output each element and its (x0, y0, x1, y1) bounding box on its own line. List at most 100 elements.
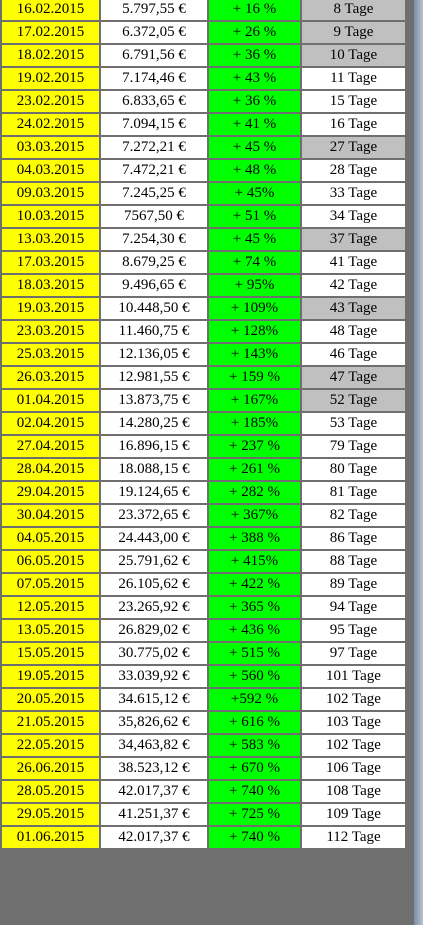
days-cell[interactable]: 95 Tage (302, 620, 405, 641)
days-cell[interactable]: 86 Tage (302, 528, 405, 549)
value-cell[interactable]: 34,463,82 € (101, 735, 207, 756)
value-cell[interactable]: 5.797,55 € (101, 0, 207, 20)
days-cell[interactable]: 81 Tage (302, 482, 405, 503)
value-cell[interactable]: 7.472,21 € (101, 160, 207, 181)
value-cell[interactable]: 42.017,37 € (101, 781, 207, 802)
value-cell[interactable]: 6.833,65 € (101, 91, 207, 112)
change-cell[interactable]: + 237 % (209, 436, 300, 457)
value-cell[interactable]: 18.088,15 € (101, 459, 207, 480)
value-cell[interactable]: 41.251,37 € (101, 804, 207, 825)
change-cell[interactable]: + 282 % (209, 482, 300, 503)
days-cell[interactable]: 79 Tage (302, 436, 405, 457)
change-cell[interactable]: + 365 % (209, 597, 300, 618)
change-cell[interactable]: + 422 % (209, 574, 300, 595)
value-cell[interactable]: 10.448,50 € (101, 298, 207, 319)
days-cell[interactable]: 109 Tage (302, 804, 405, 825)
value-cell[interactable]: 25.791,62 € (101, 551, 207, 572)
value-cell[interactable]: 7.245,25 € (101, 183, 207, 204)
days-cell[interactable]: 101 Tage (302, 666, 405, 687)
date-cell[interactable]: 22.05.2015 (2, 735, 99, 756)
date-cell[interactable]: 16.02.2015 (2, 0, 99, 20)
value-cell[interactable]: 7.094,15 € (101, 114, 207, 135)
date-cell[interactable]: 09.03.2015 (2, 183, 99, 204)
value-cell[interactable]: 12.136,05 € (101, 344, 207, 365)
value-cell[interactable]: 7.272,21 € (101, 137, 207, 158)
days-cell[interactable]: 11 Tage (302, 68, 405, 89)
value-cell[interactable]: 26.105,62 € (101, 574, 207, 595)
date-cell[interactable]: 20.05.2015 (2, 689, 99, 710)
value-cell[interactable]: 6.791,56 € (101, 45, 207, 66)
date-cell[interactable]: 10.03.2015 (2, 206, 99, 227)
value-cell[interactable]: 34.615,12 € (101, 689, 207, 710)
date-cell[interactable]: 24.02.2015 (2, 114, 99, 135)
days-cell[interactable]: 27 Tage (302, 137, 405, 158)
days-cell[interactable]: 52 Tage (302, 390, 405, 411)
date-cell[interactable]: 26.03.2015 (2, 367, 99, 388)
days-cell[interactable]: 9 Tage (302, 22, 405, 43)
value-cell[interactable]: 11.460,75 € (101, 321, 207, 342)
change-cell[interactable]: + 616 % (209, 712, 300, 733)
days-cell[interactable]: 106 Tage (302, 758, 405, 779)
value-cell[interactable]: 13.873,75 € (101, 390, 207, 411)
days-cell[interactable]: 112 Tage (302, 827, 405, 848)
change-cell[interactable]: + 109% (209, 298, 300, 319)
change-cell[interactable]: + 45% (209, 183, 300, 204)
date-cell[interactable]: 21.05.2015 (2, 712, 99, 733)
change-cell[interactable]: + 36 % (209, 91, 300, 112)
value-cell[interactable]: 24.443,00 € (101, 528, 207, 549)
change-cell[interactable]: + 128% (209, 321, 300, 342)
value-cell[interactable]: 7.174,46 € (101, 68, 207, 89)
change-cell[interactable]: +592 % (209, 689, 300, 710)
change-cell[interactable]: + 560 % (209, 666, 300, 687)
change-cell[interactable]: + 367% (209, 505, 300, 526)
days-cell[interactable]: 48 Tage (302, 321, 405, 342)
days-cell[interactable]: 103 Tage (302, 712, 405, 733)
date-cell[interactable]: 13.05.2015 (2, 620, 99, 641)
days-cell[interactable]: 108 Tage (302, 781, 405, 802)
value-cell[interactable]: 23.265,92 € (101, 597, 207, 618)
value-cell[interactable]: 42.017,37 € (101, 827, 207, 848)
days-cell[interactable]: 8 Tage (302, 0, 405, 20)
days-cell[interactable]: 46 Tage (302, 344, 405, 365)
value-cell[interactable]: 38.523,12 € (101, 758, 207, 779)
change-cell[interactable]: + 43 % (209, 68, 300, 89)
date-cell[interactable]: 07.05.2015 (2, 574, 99, 595)
value-cell[interactable]: 12.981,55 € (101, 367, 207, 388)
change-cell[interactable]: + 41 % (209, 114, 300, 135)
days-cell[interactable]: 82 Tage (302, 505, 405, 526)
days-cell[interactable]: 80 Tage (302, 459, 405, 480)
change-cell[interactable]: + 26 % (209, 22, 300, 43)
days-cell[interactable]: 53 Tage (302, 413, 405, 434)
days-cell[interactable]: 47 Tage (302, 367, 405, 388)
date-cell[interactable]: 28.05.2015 (2, 781, 99, 802)
date-cell[interactable]: 03.03.2015 (2, 137, 99, 158)
date-cell[interactable]: 27.04.2015 (2, 436, 99, 457)
days-cell[interactable]: 88 Tage (302, 551, 405, 572)
date-cell[interactable]: 12.05.2015 (2, 597, 99, 618)
change-cell[interactable]: + 725 % (209, 804, 300, 825)
value-cell[interactable]: 30.775,02 € (101, 643, 207, 664)
date-cell[interactable]: 25.03.2015 (2, 344, 99, 365)
change-cell[interactable]: + 261 % (209, 459, 300, 480)
change-cell[interactable]: + 74 % (209, 252, 300, 273)
days-cell[interactable]: 10 Tage (302, 45, 405, 66)
days-cell[interactable]: 28 Tage (302, 160, 405, 181)
date-cell[interactable]: 17.03.2015 (2, 252, 99, 273)
days-cell[interactable]: 94 Tage (302, 597, 405, 618)
days-cell[interactable]: 89 Tage (302, 574, 405, 595)
change-cell[interactable]: + 740 % (209, 827, 300, 848)
days-cell[interactable]: 97 Tage (302, 643, 405, 664)
date-cell[interactable]: 01.06.2015 (2, 827, 99, 848)
date-cell[interactable]: 04.03.2015 (2, 160, 99, 181)
change-cell[interactable]: + 167% (209, 390, 300, 411)
change-cell[interactable]: + 415% (209, 551, 300, 572)
change-cell[interactable]: + 95% (209, 275, 300, 296)
date-cell[interactable]: 02.04.2015 (2, 413, 99, 434)
change-cell[interactable]: + 583 % (209, 735, 300, 756)
value-cell[interactable]: 26.829,02 € (101, 620, 207, 641)
value-cell[interactable]: 6.372,05 € (101, 22, 207, 43)
date-cell[interactable]: 04.05.2015 (2, 528, 99, 549)
value-cell[interactable]: 7567,50 € (101, 206, 207, 227)
change-cell[interactable]: + 48 % (209, 160, 300, 181)
date-cell[interactable]: 29.05.2015 (2, 804, 99, 825)
